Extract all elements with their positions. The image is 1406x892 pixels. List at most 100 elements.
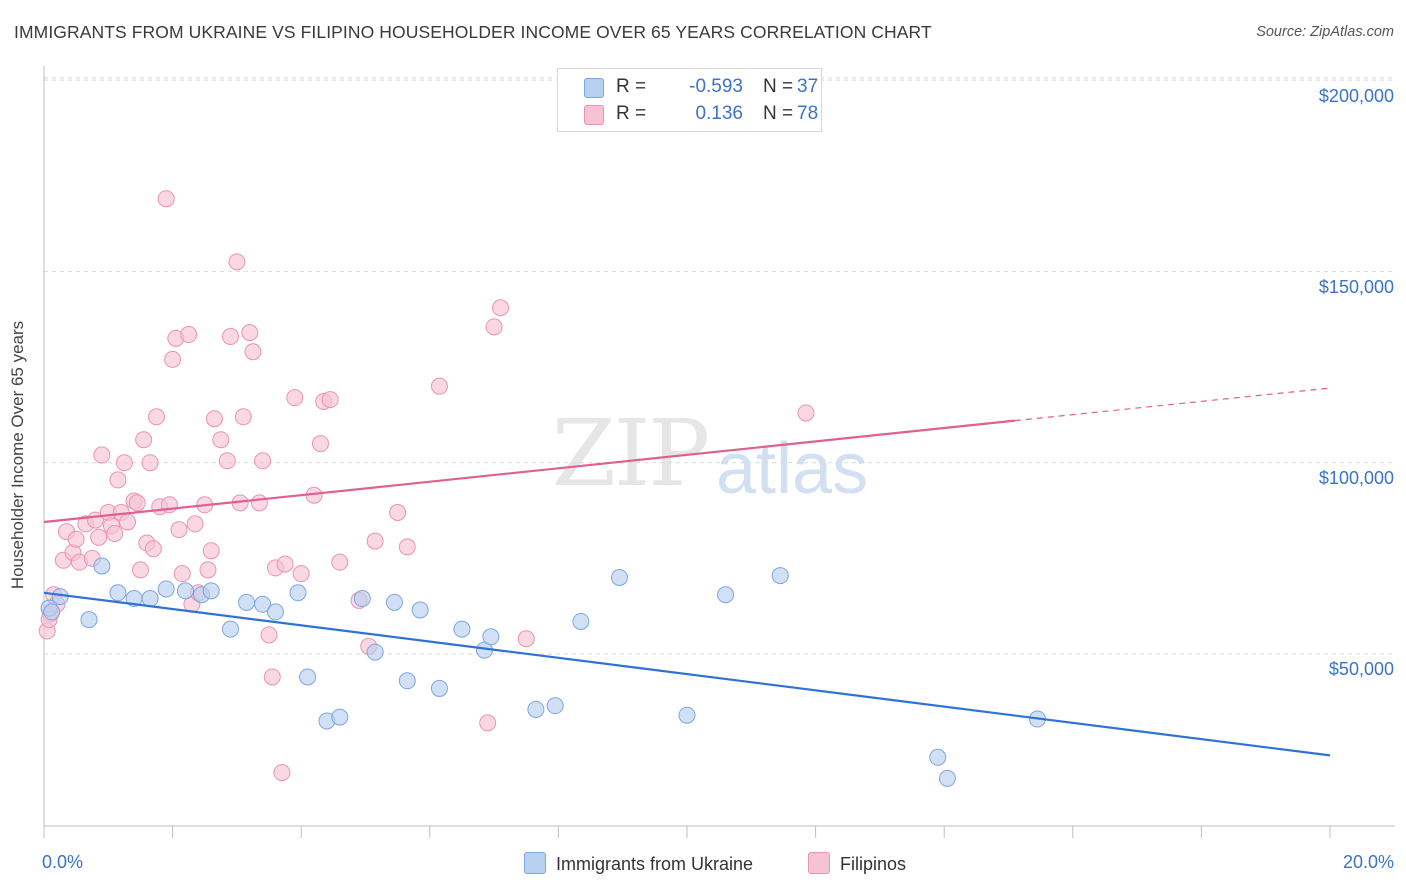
y-tick-label-100000: $100,000 xyxy=(1318,468,1394,488)
filipino-point-6 xyxy=(67,530,85,548)
ukraine-point-17 xyxy=(299,668,317,686)
ukraine-point-36 xyxy=(929,748,947,766)
correlation-legend: R = -0.593 N = 37 R = 0.136 N = 78 xyxy=(557,68,822,132)
ukraine-point-1 xyxy=(43,603,61,621)
legend-r-label: R = xyxy=(616,76,647,97)
legend-r-label: R = xyxy=(616,103,647,124)
ukraine-point-8 xyxy=(157,580,175,598)
filipino-point-58 xyxy=(286,389,304,407)
x-tick-label-min: 0.0% xyxy=(42,852,84,872)
ukraine-point-30 xyxy=(546,697,564,715)
ukraine-point-21 xyxy=(366,643,384,661)
legend-n-value-ukraine: 37 xyxy=(797,76,819,97)
bottom-legend-ukraine: Immigrants from Ukraine xyxy=(524,852,753,875)
filipino-point-25 xyxy=(141,454,159,472)
ukraine-point-32 xyxy=(610,568,628,586)
legend-r-value-filipinos: 0.136 xyxy=(695,103,743,124)
ukraine-trend-line xyxy=(43,591,1331,757)
ukraine-point-37 xyxy=(938,769,956,787)
filipino-point-57 xyxy=(276,555,294,573)
ukraine-point-3 xyxy=(80,611,98,629)
filipino-point-26 xyxy=(144,540,162,558)
filipino-point-67 xyxy=(366,532,384,550)
filipino-point-75 xyxy=(797,404,815,422)
filipino-point-70 xyxy=(430,377,448,395)
filipino-point-49 xyxy=(241,324,259,342)
filipino-point-53 xyxy=(260,626,278,644)
ukraine-point-12 xyxy=(221,620,239,638)
bottom-legend-swatch-filipinos xyxy=(808,852,830,874)
filipino-point-71 xyxy=(479,714,497,732)
filipino-point-41 xyxy=(202,542,220,560)
filipino-point-21 xyxy=(128,494,146,512)
filipino-point-63 xyxy=(321,391,339,409)
filipino-point-45 xyxy=(221,327,239,345)
filipino-point-35 xyxy=(180,326,198,344)
y-tick-label-200000: $200,000 xyxy=(1318,86,1394,106)
filipino-point-48 xyxy=(234,408,252,426)
ukraine-point-4 xyxy=(93,557,111,575)
legend-swatch-filipinos xyxy=(584,105,604,125)
y-tick-label-150000: $150,000 xyxy=(1318,277,1394,297)
filipino-point-73 xyxy=(492,299,510,317)
bottom-legend-label-ukraine: Immigrants from Ukraine xyxy=(556,854,754,874)
ukraine-point-22 xyxy=(385,593,403,611)
legend-r-value-ukraine: -0.593 xyxy=(689,76,743,97)
ukraine-point-9 xyxy=(176,582,194,600)
filipino-point-16 xyxy=(109,471,127,489)
filipino-point-61 xyxy=(311,435,329,453)
ukraine-point-20 xyxy=(353,590,371,608)
ukraine-point-19 xyxy=(331,708,349,726)
filipino-point-29 xyxy=(157,190,175,208)
bottom-legend-filipinos: Filipinos xyxy=(808,852,906,875)
legend-n-label: N = xyxy=(763,103,794,124)
ukraine-point-23 xyxy=(398,672,416,690)
filipino-point-37 xyxy=(186,515,204,533)
ukraine-point-11 xyxy=(202,582,220,600)
legend-n-label: N = xyxy=(763,76,794,97)
ukraine-point-7 xyxy=(141,590,159,608)
filipino-point-11 xyxy=(90,528,108,546)
x-tick-label-max: 20.0% xyxy=(1342,852,1394,872)
ukraine-point-33 xyxy=(678,706,696,724)
ukraine-point-28 xyxy=(482,628,500,646)
filipino-point-51 xyxy=(250,494,268,512)
filipino-point-40 xyxy=(199,561,217,579)
filipino-point-52 xyxy=(254,452,272,470)
ukraine-point-16 xyxy=(289,584,307,602)
filipino-point-59 xyxy=(292,565,310,583)
ukraine-point-29 xyxy=(527,700,545,718)
filipino-point-44 xyxy=(218,452,236,470)
ukraine-point-31 xyxy=(572,612,590,630)
source-note: Source: ZipAtlas.com xyxy=(1256,24,1394,40)
y-tick-label-50000: $50,000 xyxy=(1328,659,1394,679)
ukraine-point-25 xyxy=(430,679,448,697)
filipino-point-33 xyxy=(170,521,188,539)
ukraine-point-35 xyxy=(771,567,789,585)
filipino-point-69 xyxy=(398,538,416,556)
filipino-point-43 xyxy=(212,431,230,449)
filipino-point-42 xyxy=(205,410,223,428)
filipino-point-56 xyxy=(273,764,291,782)
ukraine-point-24 xyxy=(411,601,429,619)
filipino-point-18 xyxy=(115,454,133,472)
bottom-legend-label-filipinos: Filipinos xyxy=(840,854,907,874)
filipino-point-50 xyxy=(244,343,262,361)
filipino-point-46 xyxy=(228,253,246,271)
filipino-point-23 xyxy=(135,431,153,449)
filipino-point-72 xyxy=(485,318,503,336)
filipino-point-19 xyxy=(119,513,137,531)
filipino-point-31 xyxy=(164,350,182,368)
ukraine-point-13 xyxy=(238,593,256,611)
filipino-trend-line-extension xyxy=(1014,387,1331,422)
filipino-trend-line xyxy=(43,419,1016,524)
ukraine-point-26 xyxy=(453,620,471,638)
ukraine-point-34 xyxy=(717,586,735,604)
watermark-atlas: atlas xyxy=(716,429,869,509)
filipino-point-54 xyxy=(263,668,281,686)
y-axis-label: Householder Income Over 65 years xyxy=(8,320,27,590)
filipino-point-22 xyxy=(131,561,149,579)
ukraine-point-5 xyxy=(109,584,127,602)
ukraine-point-14 xyxy=(254,595,272,613)
